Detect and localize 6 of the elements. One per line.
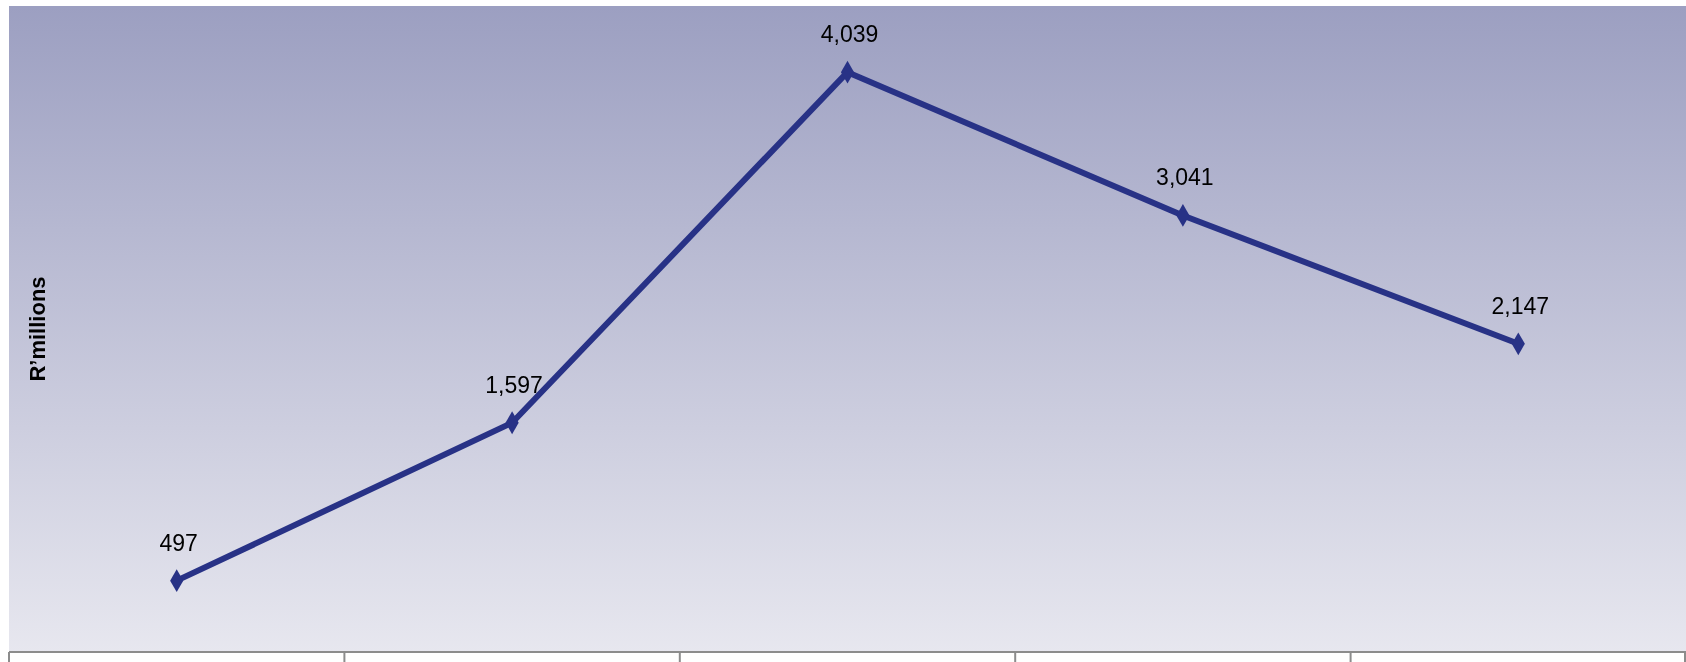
data-label: 2,147 (1491, 292, 1550, 319)
data-label: 497 (159, 529, 198, 556)
data-label: 4,039 (820, 21, 879, 48)
data-label: 1,597 (485, 371, 543, 398)
data-label: 3,041 (1156, 164, 1214, 191)
y-axis-title: R’millions (25, 276, 50, 382)
